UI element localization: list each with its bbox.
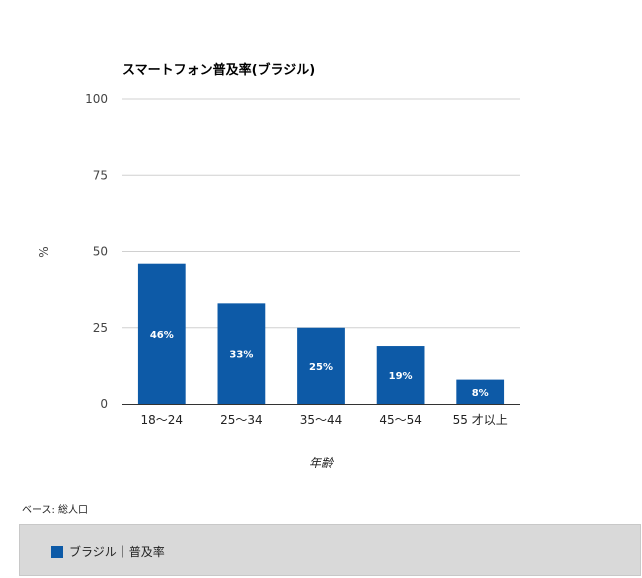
y-tick-label: 100 [85, 92, 108, 106]
bar-data-label: 19% [389, 371, 413, 382]
chart-title: スマートフォン普及率(ブラジル) [122, 62, 315, 78]
x-tick-label: 18〜24 [141, 413, 184, 427]
chart: スマートフォン普及率(ブラジル) 0 25 50 75 100 46% 33% 25% 19%… [37, 62, 520, 470]
bar[interactable] [456, 379, 505, 404]
legend-label: ブラジル｜普及率 [69, 545, 165, 559]
y-axis-label: % [37, 246, 51, 257]
legend-swatch [51, 545, 63, 558]
y-tick-label: 0 [100, 397, 108, 411]
x-tick-label: 45〜54 [379, 413, 422, 427]
bars [137, 263, 505, 404]
y-axis-ticks: 0 25 50 75 100 [85, 92, 108, 411]
bar-data-labels: 46% 33% 25% 19% 8% [150, 330, 489, 399]
bar-data-label: 33% [229, 350, 253, 361]
y-tick-label: 25 [93, 321, 108, 335]
x-tick-label: 35〜44 [300, 413, 343, 427]
legend-item[interactable]: ブラジル｜普及率 [51, 543, 165, 560]
bar-data-label: 25% [309, 362, 333, 373]
base-footnote: ベース: 総人口 [22, 505, 89, 516]
legend: ブラジル｜普及率 [19, 524, 641, 576]
y-tick-label: 50 [93, 245, 108, 259]
bar[interactable] [217, 303, 266, 404]
x-axis-ticks: 18〜24 25〜34 35〜44 45〜54 55 才以上 [141, 413, 508, 427]
x-tick-label: 55 才以上 [453, 413, 508, 427]
bar[interactable] [376, 346, 425, 404]
x-tick-label: 25〜34 [220, 413, 263, 427]
x-axis-label: 年齢 [309, 456, 335, 470]
bar-data-label: 8% [472, 388, 489, 399]
bar-data-label: 46% [150, 330, 174, 341]
bar[interactable] [137, 263, 186, 404]
bar[interactable] [297, 327, 345, 404]
y-tick-label: 75 [93, 168, 108, 182]
